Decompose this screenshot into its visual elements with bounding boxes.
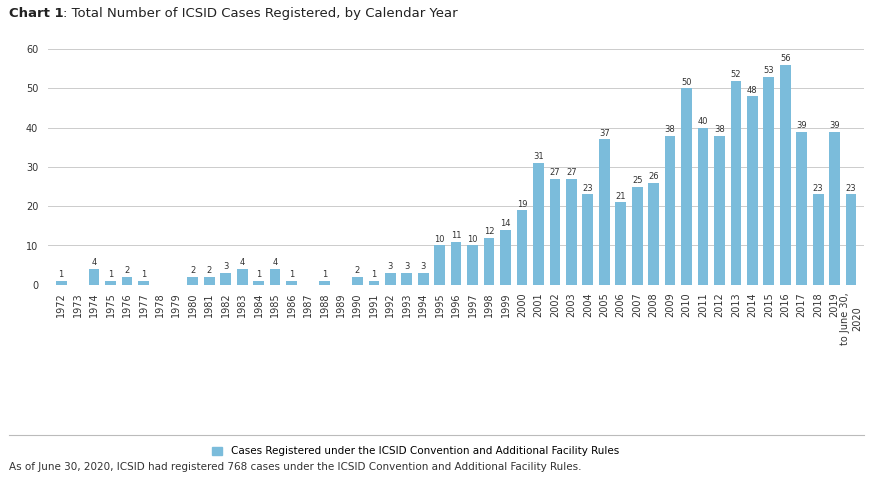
Bar (582, 194, 593, 285)
Bar (500, 230, 511, 285)
Bar (121, 277, 133, 285)
Legend: Cases Registered under the ICSID Convention and Additional Facility Rules: Cases Registered under the ICSID Convent… (212, 446, 619, 456)
Bar (56, 281, 66, 285)
Bar (435, 246, 445, 285)
Text: 3: 3 (388, 262, 393, 272)
Text: 48: 48 (747, 85, 758, 95)
Text: 50: 50 (681, 78, 691, 87)
Bar (286, 281, 297, 285)
Text: 31: 31 (533, 152, 544, 162)
Text: 14: 14 (500, 219, 511, 228)
Bar (615, 202, 626, 285)
Text: 39: 39 (829, 121, 840, 130)
Text: 1: 1 (289, 270, 294, 279)
Text: 1: 1 (58, 270, 64, 279)
Text: 3: 3 (404, 262, 409, 272)
Bar (664, 136, 676, 285)
Bar (747, 96, 758, 285)
Bar (237, 269, 248, 285)
Bar (89, 269, 100, 285)
Bar (138, 281, 148, 285)
Text: 2: 2 (124, 266, 129, 275)
Bar (764, 77, 774, 285)
Bar (731, 81, 741, 285)
Text: 4: 4 (92, 258, 97, 268)
Bar (649, 183, 659, 285)
Bar (566, 179, 577, 285)
Text: 2: 2 (354, 266, 360, 275)
Bar (599, 139, 609, 285)
Text: 27: 27 (550, 168, 560, 177)
Bar (450, 242, 462, 285)
Text: 1: 1 (108, 270, 113, 279)
Text: 38: 38 (714, 125, 725, 134)
Bar (632, 187, 643, 285)
Text: 4: 4 (239, 258, 244, 268)
Bar (533, 163, 544, 285)
Bar (846, 194, 856, 285)
Bar (270, 269, 280, 285)
Bar (204, 277, 215, 285)
Bar (188, 277, 198, 285)
Text: 11: 11 (450, 231, 462, 240)
Text: 1: 1 (141, 270, 146, 279)
Bar (253, 281, 264, 285)
Text: 56: 56 (780, 54, 791, 63)
Text: 2: 2 (207, 266, 212, 275)
Bar (418, 273, 429, 285)
Bar (813, 194, 823, 285)
Text: 26: 26 (649, 172, 659, 181)
Text: 21: 21 (615, 191, 626, 201)
Text: 23: 23 (846, 184, 856, 193)
Bar (517, 210, 527, 285)
Text: 1: 1 (322, 270, 327, 279)
Bar (368, 281, 379, 285)
Text: 40: 40 (698, 117, 708, 126)
Text: 25: 25 (632, 176, 643, 185)
Text: 52: 52 (731, 70, 741, 79)
Bar (681, 88, 692, 285)
Bar (106, 281, 116, 285)
Text: 3: 3 (223, 262, 229, 272)
Text: 4: 4 (272, 258, 278, 268)
Text: As of June 30, 2020, ICSID had registered 768 cases under the ICSID Convention a: As of June 30, 2020, ICSID had registere… (9, 462, 581, 471)
Text: 1: 1 (371, 270, 376, 279)
Text: 10: 10 (435, 235, 445, 244)
Bar (467, 246, 478, 285)
Text: 12: 12 (484, 227, 494, 236)
Bar (829, 132, 840, 285)
Text: : Total Number of ICSID Cases Registered, by Calendar Year: : Total Number of ICSID Cases Registered… (64, 7, 458, 20)
Bar (549, 179, 560, 285)
Text: 53: 53 (764, 66, 774, 75)
Bar (402, 273, 412, 285)
Bar (352, 277, 363, 285)
Text: Chart 1: Chart 1 (9, 7, 64, 20)
Bar (484, 238, 494, 285)
Text: 2: 2 (190, 266, 196, 275)
Bar (714, 136, 725, 285)
Bar (320, 281, 330, 285)
Text: 23: 23 (813, 184, 823, 193)
Text: 10: 10 (467, 235, 478, 244)
Text: 23: 23 (582, 184, 593, 193)
Bar (220, 273, 231, 285)
Text: 27: 27 (566, 168, 577, 177)
Text: 37: 37 (599, 129, 609, 138)
Text: 39: 39 (796, 121, 807, 130)
Text: 1: 1 (256, 270, 261, 279)
Bar (796, 132, 807, 285)
Bar (385, 273, 395, 285)
Text: 38: 38 (664, 125, 676, 134)
Text: 19: 19 (517, 199, 527, 209)
Text: 3: 3 (421, 262, 426, 272)
Bar (698, 128, 708, 285)
Bar (780, 65, 791, 285)
